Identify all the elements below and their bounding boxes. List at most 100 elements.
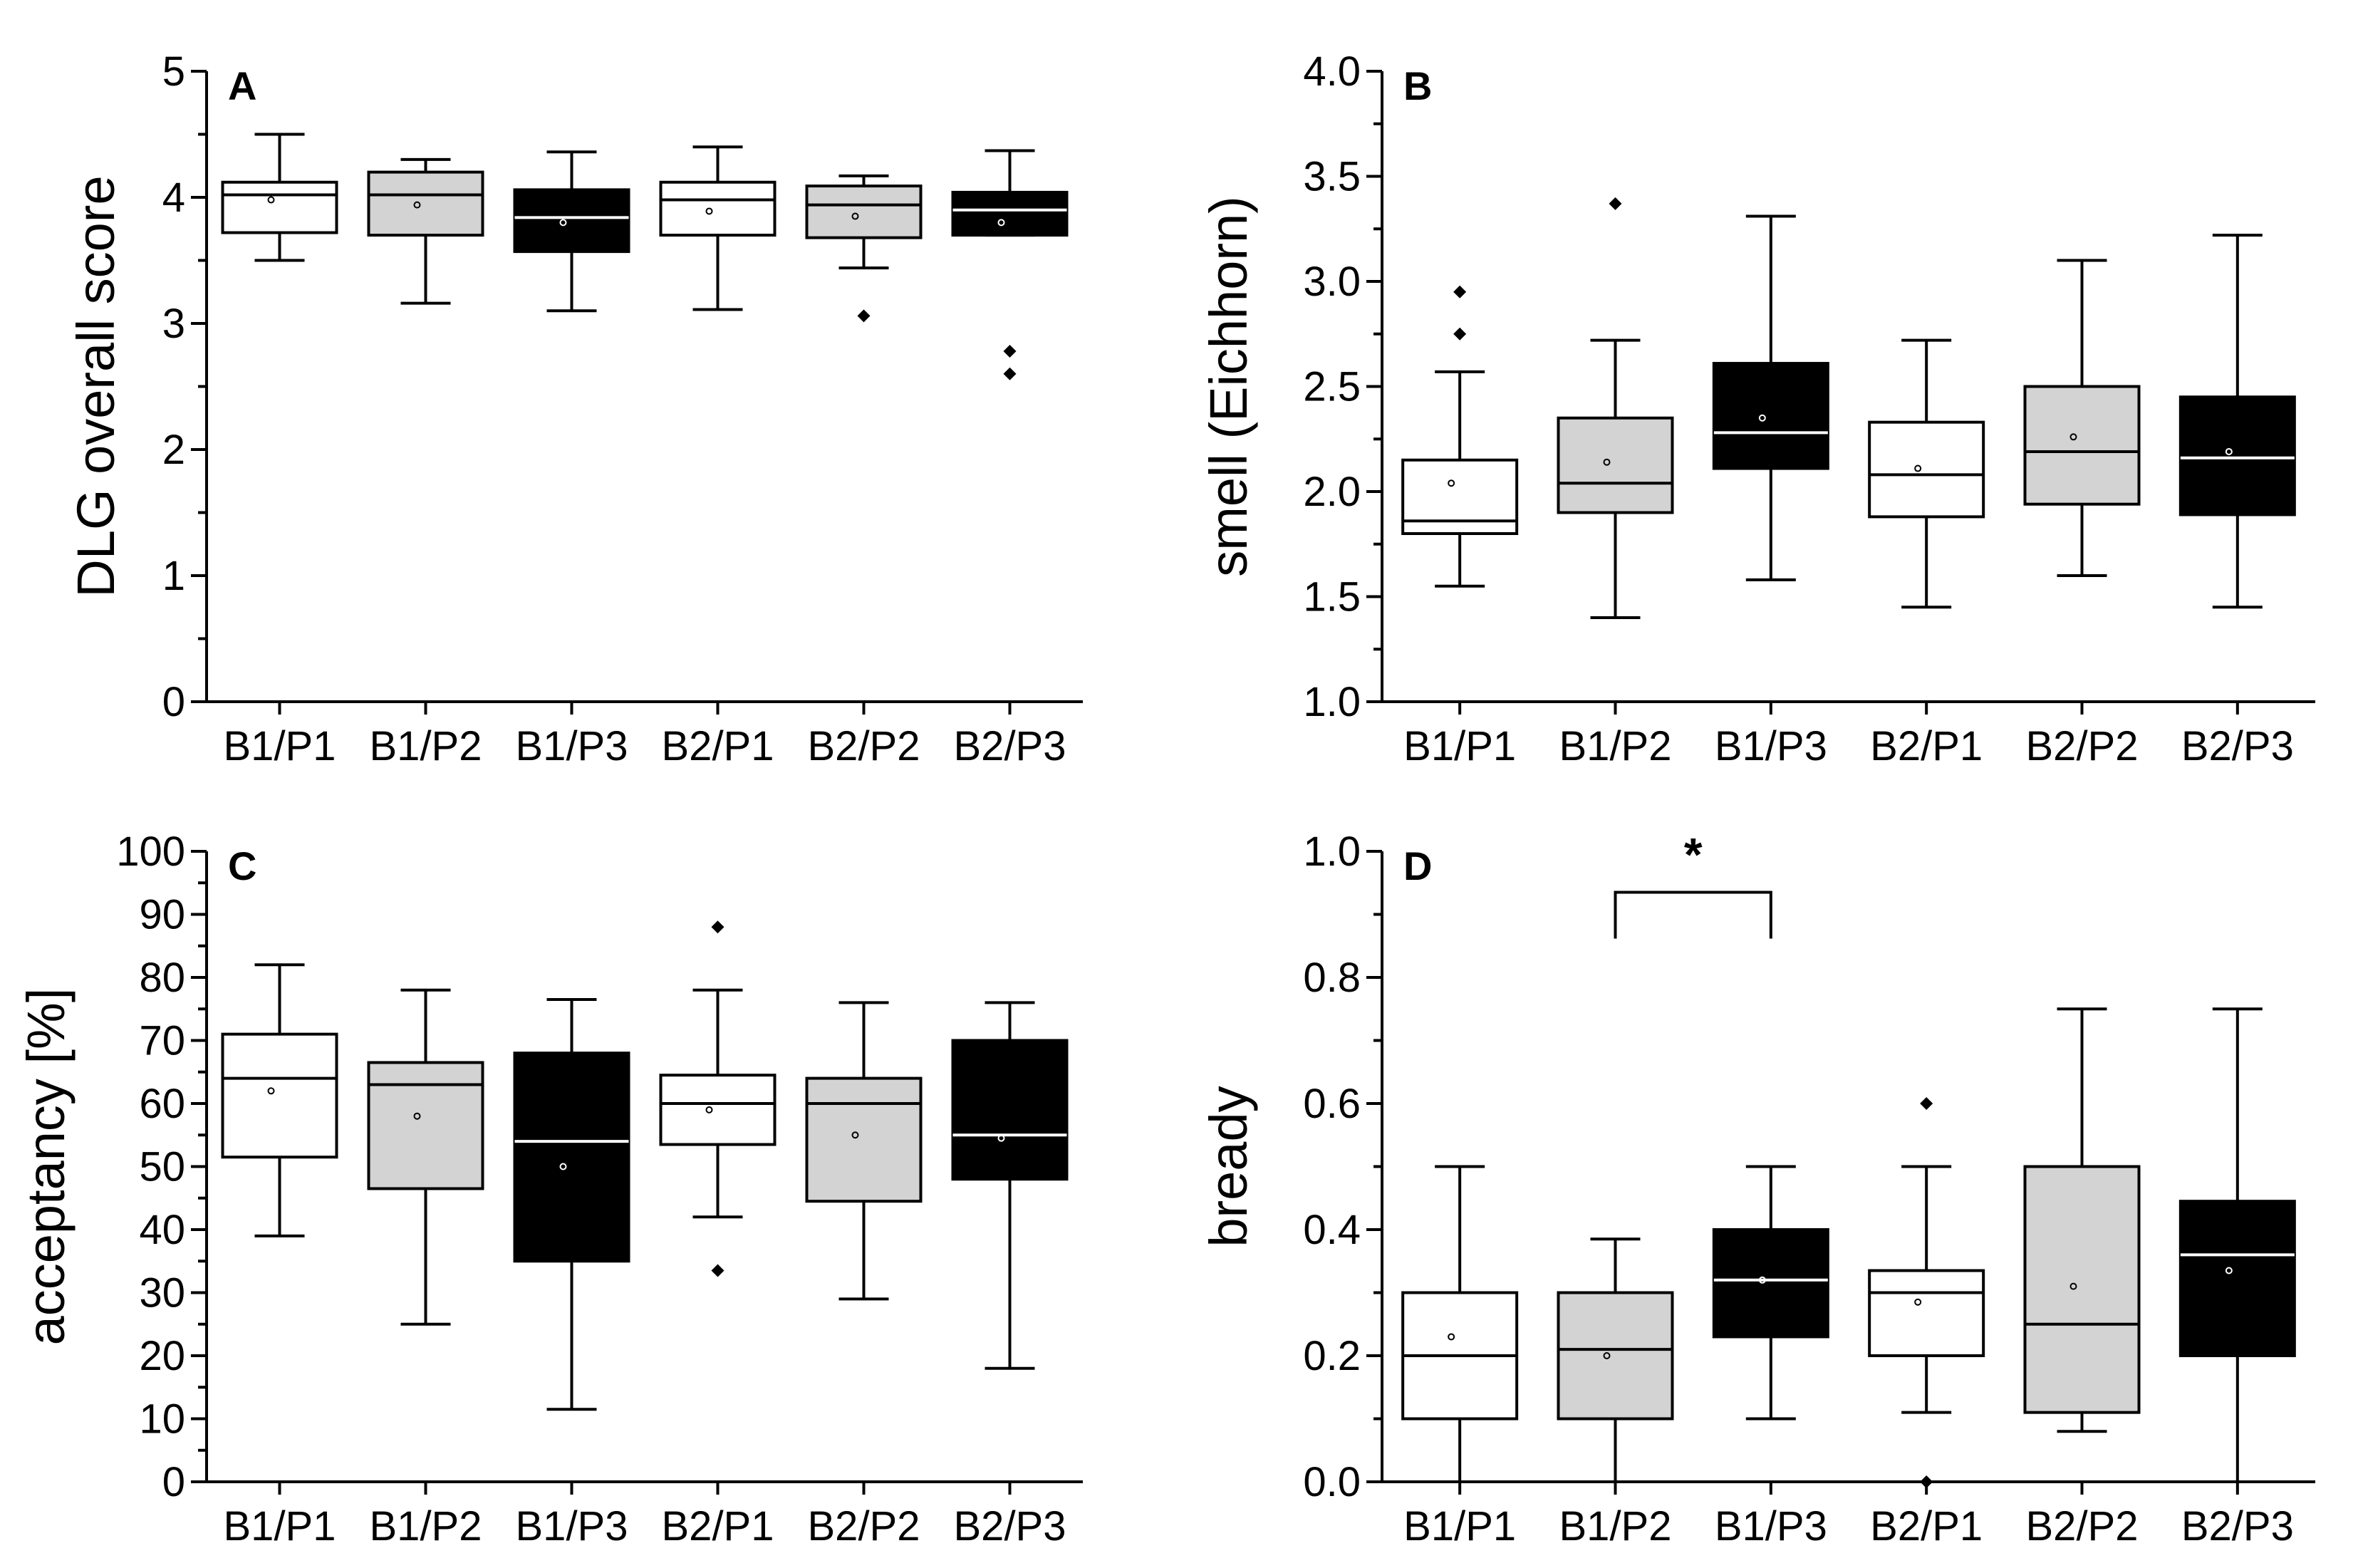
y-tick-label: 2.5: [1303, 364, 1361, 410]
box-b2-p2: [2023, 259, 2141, 577]
box-b1-p3: [1712, 1165, 1829, 1421]
outlier-point: [1920, 1475, 1933, 1488]
outlier-point: [1003, 344, 1017, 358]
chart-panel-c: 0 10 20 30 40 50 60 70 80 90 100 B1/P1 B1/P2 B1/P3 B2/…: [16, 829, 1083, 1549]
significance-bracket: [1614, 891, 1772, 939]
panel-letter: B: [1403, 63, 1432, 108]
iqr-box: [951, 1039, 1069, 1181]
iqr-box: [805, 185, 923, 239]
box-b2-p1: [1868, 1097, 1985, 1488]
mean-marker: [997, 1134, 1005, 1142]
iqr-box: [805, 1076, 923, 1203]
y-axis-title: smell (Eichhorn): [1199, 196, 1258, 577]
outlier-point: [1453, 285, 1467, 298]
x-category-label: B2/P2: [2026, 723, 2139, 769]
y-tick-label: 3.0: [1303, 259, 1361, 305]
outlier-point: [1453, 327, 1467, 341]
mean-marker: [1448, 1333, 1455, 1341]
box-b2-p2: [805, 174, 923, 323]
y-tick-label: 10: [139, 1396, 185, 1443]
y-tick-label: 0: [162, 679, 185, 725]
y-tick-label: 2.0: [1303, 469, 1361, 515]
mean-marker: [559, 219, 567, 227]
box-b2-p1: [1868, 338, 1985, 609]
y-axis-title: DLG overall score: [66, 175, 125, 597]
chart-panel-b: 1.0 1.5 2.0 2.5 3.0 3.5 4.0 B1/P1 B1/P2 B1/P3 B2/P…: [1199, 48, 2315, 769]
x-category-label: B1/P3: [516, 1503, 628, 1549]
chart-panel-a: 0 1 2 3 4 5 B1/P1 B1/P2 B1/P3 B2/P1 B2/P2 B2/P3 DLG …: [66, 48, 1083, 769]
iqr-box: [659, 1074, 777, 1146]
box-b1-p2: [367, 988, 484, 1326]
y-tick-label: 100: [116, 829, 185, 875]
y-tick-label: 5: [162, 48, 185, 95]
iqr-box: [1712, 362, 1829, 470]
y-tick-label: 0: [162, 1459, 185, 1505]
mean-marker: [1603, 458, 1611, 466]
x-category-label: B1/P3: [1715, 1503, 1827, 1549]
outlier-point: [711, 1264, 724, 1277]
iqr-box: [367, 1061, 484, 1190]
mean-marker: [1914, 1298, 1922, 1306]
mean-marker: [851, 212, 859, 220]
outlier-point: [1003, 367, 1017, 380]
iqr-box: [659, 180, 777, 237]
box-b1-p3: [513, 997, 630, 1411]
x-category-label: B2/P3: [2181, 1503, 2294, 1549]
x-category-label: B2/P1: [1870, 1503, 1983, 1549]
outlier-point: [711, 920, 724, 934]
significance-label: *: [1684, 829, 1703, 881]
x-category-label: B2/P2: [2026, 1503, 2139, 1549]
iqr-box: [1401, 458, 1519, 535]
iqr-box: [1557, 416, 1674, 514]
y-tick-label: 4.0: [1303, 48, 1361, 95]
iqr-box: [2023, 385, 2141, 506]
x-category-label: B2/P2: [808, 723, 920, 769]
y-tick-label: 2: [162, 427, 185, 473]
y-tick-label: 0.2: [1303, 1333, 1361, 1379]
y-tick-label: 0.0: [1303, 1459, 1361, 1505]
mean-marker: [705, 1106, 713, 1113]
iqr-box: [1868, 1269, 1985, 1358]
box-b2-p2: [2023, 1007, 2141, 1433]
outlier-point: [1609, 197, 1622, 210]
x-category-label: B1/P1: [1403, 723, 1516, 769]
y-tick-label: 3.5: [1303, 154, 1361, 200]
mean-marker: [705, 207, 713, 215]
iqr-box: [513, 188, 630, 254]
y-axis-title: bready: [1199, 1086, 1258, 1247]
box-b1-p2: [1557, 1237, 1674, 1483]
x-category-label: B2/P3: [2181, 723, 2294, 769]
box-b1-p3: [513, 150, 630, 313]
box-b2-p3: [2178, 234, 2296, 609]
y-tick-label: 1.0: [1303, 829, 1361, 875]
y-tick-label: 50: [139, 1144, 185, 1190]
box-b2-p1: [659, 145, 777, 311]
y-tick-label: 80: [139, 955, 185, 1001]
y-tick-label: 30: [139, 1270, 185, 1317]
outlier-point: [1920, 1097, 1933, 1110]
iqr-box: [513, 1052, 630, 1263]
mean-marker: [1603, 1352, 1611, 1359]
y-tick-label: 1.0: [1303, 679, 1361, 725]
x-category-label: B1/P1: [1403, 1503, 1516, 1549]
mean-marker: [267, 196, 275, 204]
y-tick-label: 0.6: [1303, 1081, 1361, 1127]
y-axis-title: acceptancy [%]: [16, 988, 76, 1346]
mean-marker: [1914, 464, 1922, 472]
box-b1-p1: [1401, 1165, 1519, 1483]
iqr-box: [951, 190, 1069, 237]
mean-marker: [413, 1112, 421, 1120]
x-category-label: B1/P3: [1715, 723, 1827, 769]
y-tick-label: 0.4: [1303, 1207, 1361, 1253]
iqr-box: [1868, 420, 1985, 519]
mean-marker: [413, 201, 421, 209]
y-tick-label: 0.8: [1303, 955, 1361, 1001]
mean-marker: [267, 1087, 275, 1095]
x-category-label: B1/P2: [370, 723, 482, 769]
y-tick-label: 70: [139, 1018, 185, 1064]
box-b2-p3: [951, 149, 1069, 380]
mean-marker: [1758, 1276, 1766, 1284]
box-b1-p2: [1557, 197, 1674, 619]
panel-letter: C: [228, 843, 256, 888]
